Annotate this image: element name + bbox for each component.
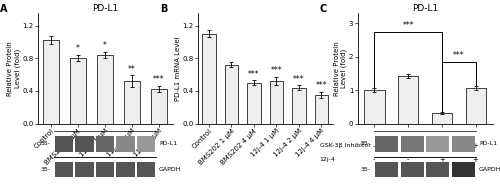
Bar bbox=[202, 34, 215, 124]
Text: B: B bbox=[160, 5, 167, 14]
Bar bbox=[314, 95, 328, 124]
Bar bbox=[54, 136, 73, 152]
Y-axis label: Relative Protein
Level (fold): Relative Protein Level (fold) bbox=[334, 41, 347, 96]
Bar bbox=[398, 76, 418, 124]
Bar bbox=[70, 58, 86, 124]
Bar bbox=[97, 55, 113, 124]
Text: -: - bbox=[373, 143, 376, 149]
Text: PD-L1: PD-L1 bbox=[159, 141, 177, 146]
Text: ***: *** bbox=[248, 70, 260, 79]
Bar bbox=[452, 162, 475, 177]
Text: ***: *** bbox=[293, 74, 304, 83]
Text: C: C bbox=[320, 5, 327, 14]
Bar bbox=[116, 162, 135, 177]
Text: GAPDH: GAPDH bbox=[159, 167, 182, 172]
Bar bbox=[124, 81, 140, 124]
Bar bbox=[137, 136, 156, 152]
Bar bbox=[43, 40, 59, 124]
Bar bbox=[247, 83, 260, 124]
Bar bbox=[54, 162, 73, 177]
Bar bbox=[270, 81, 283, 124]
Text: A: A bbox=[0, 5, 7, 14]
Bar bbox=[96, 136, 114, 152]
Bar bbox=[452, 136, 475, 152]
Text: 55-: 55- bbox=[361, 141, 371, 146]
Bar bbox=[75, 136, 94, 152]
Y-axis label: PD-L1 mRNA Level: PD-L1 mRNA Level bbox=[174, 36, 180, 101]
Text: 55-: 55- bbox=[41, 141, 51, 146]
Text: +: + bbox=[439, 157, 445, 163]
Bar bbox=[151, 89, 167, 124]
Text: *: * bbox=[103, 41, 107, 50]
Bar bbox=[426, 136, 450, 152]
Text: 35-: 35- bbox=[361, 167, 371, 172]
Text: *: * bbox=[76, 44, 80, 53]
Bar bbox=[116, 136, 135, 152]
Bar bbox=[426, 162, 450, 177]
Text: +: + bbox=[472, 143, 478, 149]
Bar bbox=[364, 90, 384, 124]
Title: PD-L1: PD-L1 bbox=[412, 4, 438, 13]
Text: 12j-4: 12j-4 bbox=[320, 157, 336, 162]
Text: +: + bbox=[405, 143, 411, 149]
Text: ***: *** bbox=[316, 81, 327, 90]
Text: -: - bbox=[373, 157, 376, 163]
Text: 35-: 35- bbox=[41, 167, 51, 172]
Bar bbox=[96, 162, 114, 177]
Text: +: + bbox=[472, 157, 478, 163]
Bar bbox=[137, 162, 156, 177]
Title: PD-L1: PD-L1 bbox=[92, 4, 118, 13]
Y-axis label: Relative Protein
Level (fold): Relative Protein Level (fold) bbox=[7, 41, 20, 96]
Bar bbox=[224, 65, 238, 124]
Bar bbox=[75, 162, 94, 177]
Text: ***: *** bbox=[270, 66, 282, 75]
Bar bbox=[400, 162, 423, 177]
Bar bbox=[292, 88, 306, 124]
Text: GAPDH: GAPDH bbox=[479, 167, 500, 172]
Text: ***: *** bbox=[402, 21, 414, 30]
Text: ***: *** bbox=[453, 51, 464, 60]
Text: GSK-3β Inhibitor: GSK-3β Inhibitor bbox=[320, 143, 370, 148]
Bar bbox=[375, 136, 398, 152]
Bar bbox=[466, 88, 486, 124]
Text: PD-L1: PD-L1 bbox=[479, 141, 497, 146]
Bar bbox=[375, 162, 398, 177]
Text: -: - bbox=[440, 143, 443, 149]
Text: -: - bbox=[407, 157, 410, 163]
Bar bbox=[400, 136, 423, 152]
Text: **: ** bbox=[128, 65, 136, 74]
Text: ***: *** bbox=[153, 75, 165, 84]
Bar bbox=[432, 113, 452, 124]
